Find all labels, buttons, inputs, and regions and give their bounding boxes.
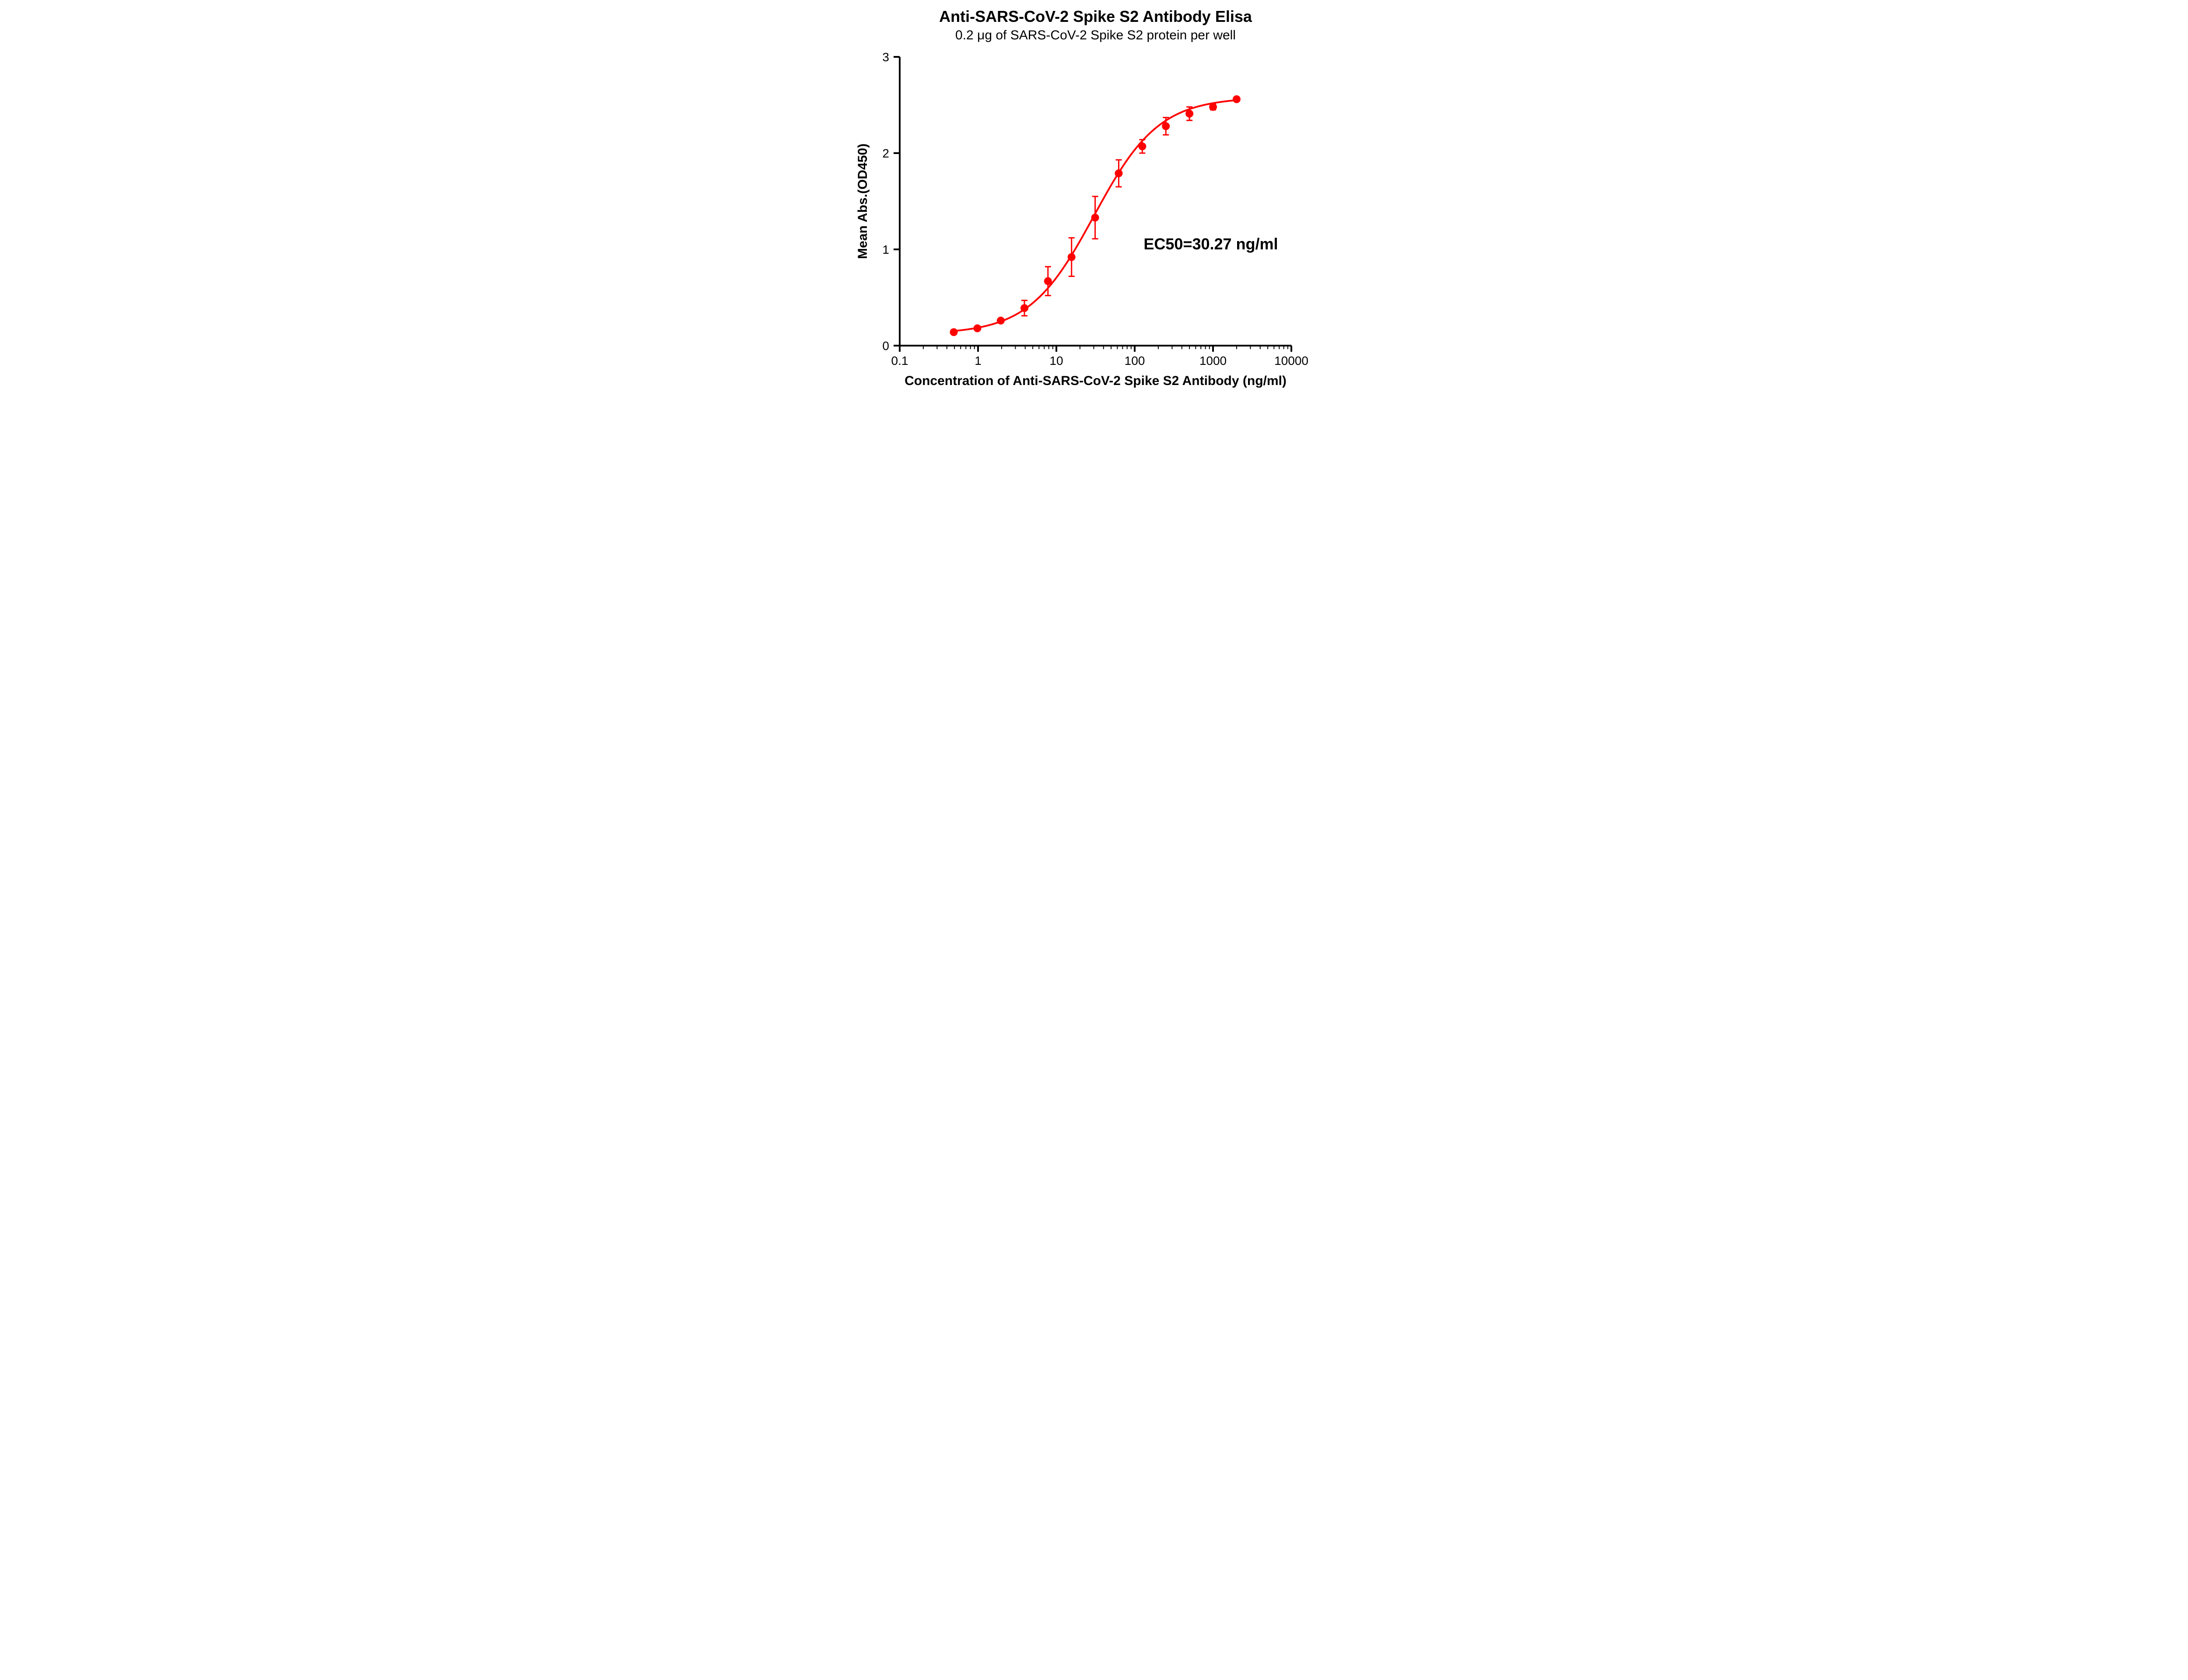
data-point <box>1233 95 1241 103</box>
x-tick-label: 0.1 <box>891 354 908 368</box>
y-tick-label: 1 <box>882 243 889 256</box>
chart-subtitle: 0.2 μg of SARS-CoV-2 Spike S2 protein pe… <box>955 28 1236 42</box>
data-point <box>1162 122 1170 130</box>
data-point <box>1115 169 1122 177</box>
ec50-annotation: EC50=30.27 ng/ml <box>1143 235 1278 253</box>
data-point <box>1209 103 1217 111</box>
data-point <box>973 324 981 332</box>
data-point <box>1091 214 1099 221</box>
data-point <box>950 328 958 336</box>
elisa-chart: Anti-SARS-CoV-2 Spike S2 Antibody Elisa 0… <box>801 0 1387 420</box>
y-tick-label: 2 <box>882 147 889 160</box>
data-point <box>1185 110 1193 118</box>
data-point <box>997 317 1005 325</box>
x-tick-label: 10 <box>1049 354 1063 368</box>
data-point <box>1044 277 1052 285</box>
chart-title: Anti-SARS-CoV-2 Spike S2 Antibody Elisa <box>939 7 1252 25</box>
y-tick-label: 3 <box>882 50 889 64</box>
x-tick-label: 100 <box>1125 354 1145 368</box>
x-tick-label: 1 <box>975 354 982 368</box>
y-axis-label: Mean Abs.(OD450) <box>856 144 870 259</box>
data-point <box>1068 253 1076 261</box>
x-tick-label: 10000 <box>1274 354 1308 368</box>
data-point <box>1020 304 1028 312</box>
data-point <box>1138 143 1146 150</box>
y-tick-label: 0 <box>882 339 889 353</box>
x-tick-label: 1000 <box>1199 354 1227 368</box>
x-axis-label: Concentration of Anti-SARS-CoV-2 Spike S… <box>905 374 1287 388</box>
